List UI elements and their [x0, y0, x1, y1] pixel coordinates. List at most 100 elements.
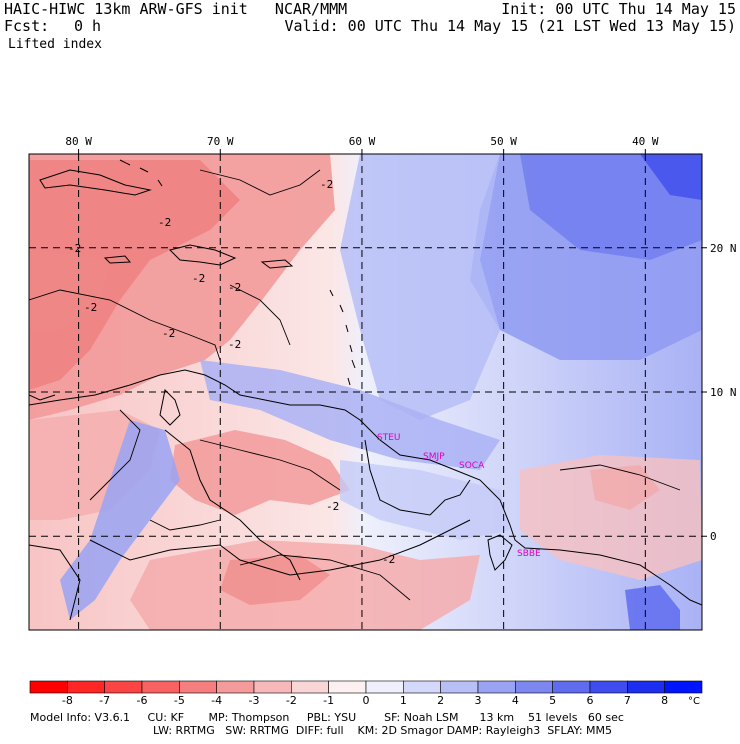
stable-area-guiana — [340, 460, 510, 540]
colorbar-tick-label: -6 — [137, 694, 148, 707]
colorbar-tick-label: 4 — [512, 694, 519, 707]
station-label: SBBE — [517, 549, 541, 559]
lon-label: 60 W — [349, 135, 376, 148]
coastline-bahamas — [119, 159, 163, 187]
contour-label: -2 — [84, 301, 97, 314]
model-info-line-2: LW: RRTMG SW: RRTMG DIFF: full KM: 2D Sm… — [153, 724, 613, 737]
colorbar-tick-label: 6 — [587, 694, 594, 707]
colorbar-swatch — [328, 680, 367, 694]
contour-line-g — [559, 464, 681, 491]
init-time: Init: 00 UTC Thu 14 May 15 — [501, 0, 736, 18]
stable-area-northeast-core — [520, 154, 702, 260]
colorbar-tick-label: 1 — [400, 694, 407, 707]
lat-lon-grid — [29, 154, 702, 630]
colorbar-tick-label: 8 — [661, 694, 668, 707]
colorbar-swatch — [141, 680, 180, 694]
lon-label: 70 W — [207, 135, 234, 148]
colorbar-tick-label: 0 — [363, 694, 370, 707]
stable-area-andes — [60, 420, 180, 620]
valid-time: Valid: 00 UTC Thu 14 May 15 (21 LST Wed … — [284, 17, 736, 35]
stable-area-coast — [200, 360, 500, 470]
contour-label: -2 — [158, 216, 171, 229]
contour-line-b — [199, 169, 321, 196]
unstable-area-northwest — [29, 250, 110, 330]
lat-label: 10 N — [710, 386, 737, 399]
colorbar-tick-label: 7 — [624, 694, 631, 707]
colorbar-tick-label: 5 — [549, 694, 556, 707]
lat-label: 20 N — [710, 242, 737, 255]
station-label: SOCA — [459, 461, 485, 471]
station-label: STEU — [377, 433, 400, 443]
contour-label: -2 — [228, 281, 241, 294]
colorbar-swatch — [104, 680, 143, 694]
stable-area-southeast — [625, 585, 680, 630]
lon-label: 80 W — [65, 135, 92, 148]
contour-line-d — [199, 439, 341, 491]
contour-line-a — [29, 289, 221, 361]
colorbar-tick-label: -8 — [62, 694, 73, 707]
lon-label: 40 W — [632, 135, 659, 148]
contour-label: -2 — [192, 272, 205, 285]
colorbar-swatch — [179, 680, 217, 694]
station-label: SMJP — [423, 452, 445, 462]
model-info-line-1: Model Info: V3.6.1 CU: KF MP: Thompson P… — [30, 711, 624, 724]
contour-label: -2 — [326, 500, 339, 513]
colorbar-tick-label: 3 — [475, 694, 482, 707]
colorbar-swatch — [291, 680, 329, 694]
coastline-puerto-rico — [260, 259, 294, 269]
unstable-area-caribbean-core — [29, 160, 240, 390]
unstable-area-venezuela — [170, 430, 350, 515]
coastline-central-america — [29, 394, 56, 401]
lat-label: 0 — [710, 530, 717, 543]
colorbar-tick-label: -3 — [249, 694, 260, 707]
colorbar-swatch — [253, 680, 292, 694]
contour-label: -2 — [228, 338, 241, 351]
field-name: Lifted index — [8, 37, 102, 52]
colorbar-swatch — [664, 680, 703, 694]
lon-label: 50 W — [490, 135, 517, 148]
colorbar-swatch — [403, 680, 441, 694]
stable-area-central — [340, 154, 500, 420]
colorbar-tick-label: -1 — [323, 694, 334, 707]
unstable-area-south-core — [220, 555, 330, 605]
coastline-south-america — [29, 369, 702, 606]
contour-line-e — [239, 554, 411, 601]
border-ecuador-peru — [29, 544, 81, 621]
border-guianas — [364, 439, 471, 516]
contour-label: -2 — [162, 327, 175, 340]
colorbar-swatch — [29, 680, 68, 694]
colorbar-swatch — [515, 680, 553, 694]
coastline-hispaniola — [169, 244, 237, 266]
coastline-jamaica — [103, 255, 132, 264]
contour-label: -2 — [382, 553, 395, 566]
stable-area-corner — [640, 154, 702, 200]
colorbar-tick-label: -7 — [99, 694, 110, 707]
colorbar-swatch — [477, 680, 516, 694]
forecast-hour: 0 h — [74, 17, 102, 35]
coastline-cuba — [39, 169, 152, 196]
coastline-lake-maracaibo — [159, 388, 181, 426]
colorbar-tick-label: -4 — [211, 694, 222, 707]
border-venezuela-colombia — [164, 429, 301, 581]
colorbar-tick-label: -2 — [286, 694, 297, 707]
colorbar-unit: °C — [688, 696, 700, 707]
colorbar-swatch — [589, 680, 628, 694]
colorbar-swatch — [552, 680, 591, 694]
coastline-lesser-antilles — [329, 289, 356, 386]
colorbar-tick-label: 2 — [437, 694, 444, 707]
coastline-amazon-delta — [487, 534, 513, 571]
contour-line-c — [229, 284, 291, 346]
contour-line-h — [149, 519, 221, 531]
contour-label: -2 — [68, 242, 81, 255]
colorbar-swatch — [440, 680, 479, 694]
colorbar-swatch — [67, 680, 105, 694]
colorbar-tick-label: -5 — [174, 694, 185, 707]
colorbar-swatch — [627, 680, 665, 694]
contour-line-f — [89, 409, 141, 501]
colorbar: -8 -7 -6 -5 -4 -3 -2 -1 0 1 2 3 4 5 6 7 8 °C — [29, 680, 703, 707]
colorbar-swatch — [216, 680, 255, 694]
model-title: HAIC-HIWC 13km ARW-GFS init NCAR/MMM — [4, 0, 348, 18]
colorbar-swatch — [365, 680, 404, 694]
